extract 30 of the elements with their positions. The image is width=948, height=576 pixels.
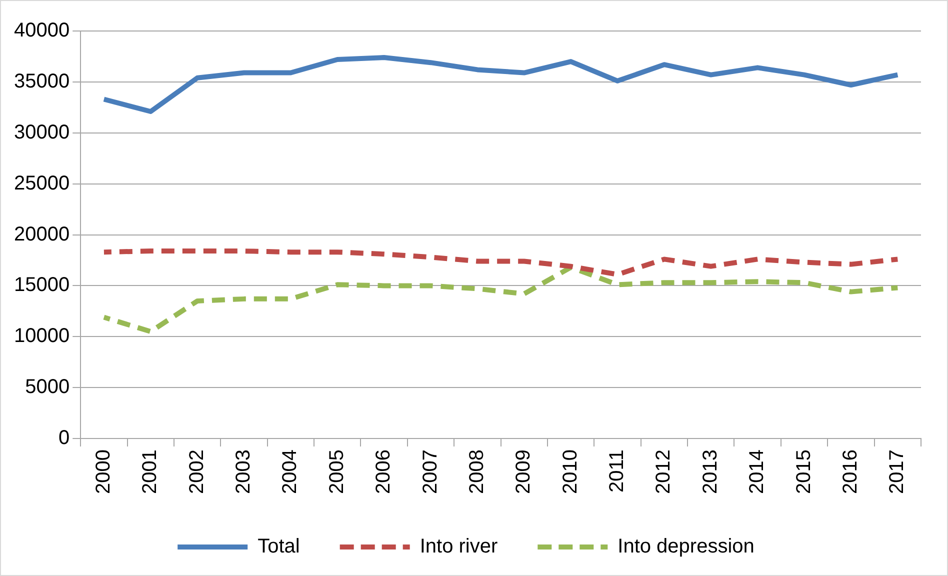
x-tick-label: 2002 bbox=[186, 450, 208, 494]
x-tick-label: 2017 bbox=[886, 450, 908, 494]
x-tick-label: 2008 bbox=[466, 450, 488, 494]
x-tick-label: 2001 bbox=[139, 450, 162, 494]
x-tick-label: 2007 bbox=[419, 450, 442, 494]
y-tick-label: 5000 bbox=[25, 376, 70, 398]
x-tick-label: 2009 bbox=[512, 450, 535, 494]
x-tick-label: 2015 bbox=[792, 450, 815, 494]
legend-label: Into depression bbox=[618, 536, 754, 558]
y-tick-label: 0 bbox=[58, 427, 70, 450]
legend-label: Into river bbox=[420, 536, 498, 558]
y-tick-label: 15000 bbox=[14, 274, 70, 296]
y-tick-label: 30000 bbox=[14, 121, 70, 144]
x-tick-label: 2011 bbox=[606, 450, 628, 493]
x-tick-label: 2004 bbox=[279, 450, 302, 494]
x-tick-label: 2006 bbox=[372, 450, 395, 494]
x-tick-label: 2013 bbox=[699, 450, 722, 494]
x-tick-label: 2000 bbox=[92, 450, 114, 494]
y-tick-label: 10000 bbox=[14, 325, 70, 348]
y-tick-label: 40000 bbox=[14, 20, 70, 42]
legend-label: Total bbox=[258, 536, 300, 558]
x-tick-label: 2010 bbox=[559, 450, 582, 494]
y-tick-label: 35000 bbox=[14, 70, 70, 92]
x-tick-label: 2005 bbox=[326, 450, 348, 494]
x-tick-label: 2003 bbox=[232, 450, 255, 494]
x-tick-label: 2016 bbox=[839, 450, 862, 494]
x-tick-label: 2012 bbox=[652, 450, 675, 494]
x-tick-label: 2014 bbox=[746, 450, 768, 494]
y-tick-label: 25000 bbox=[14, 172, 70, 194]
y-tick-label: 20000 bbox=[14, 223, 70, 246]
